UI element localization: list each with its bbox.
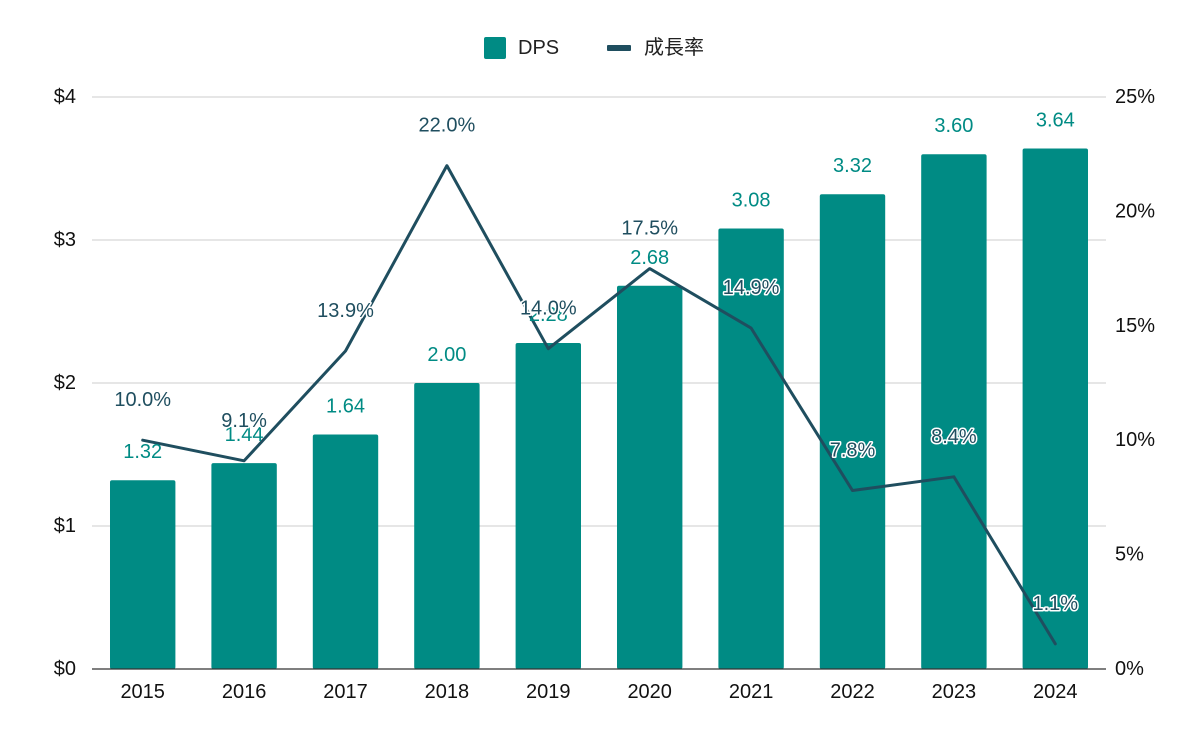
y-left-tick-label: $1 — [54, 515, 76, 537]
line-value-label: 7.8% — [830, 440, 876, 462]
bar — [616, 285, 683, 669]
line-value-label: 22.0% — [419, 115, 476, 137]
line-value-label: 13.9% — [317, 300, 374, 322]
y-left-tick-label: $3 — [54, 229, 76, 251]
x-tick-label: 2024 — [1033, 681, 1078, 703]
bar-value-label: 1.32 — [123, 441, 162, 463]
bar-value-label: 2.68 — [630, 247, 669, 269]
x-tick-label: 2015 — [120, 681, 165, 703]
x-tick-label: 2017 — [323, 681, 368, 703]
line-value-label: 14.0% — [520, 298, 577, 320]
y-left-tick-label: $4 — [54, 86, 76, 108]
legend-label-dps: DPS — [518, 37, 559, 59]
x-tick-label: 2021 — [729, 681, 774, 703]
line-value-label: 9.1% — [221, 410, 267, 432]
line-value-label: 8.4% — [931, 426, 977, 448]
line-value-label: 1.1% — [1033, 593, 1079, 615]
axes: $0 $1 $2 $3 $4 0% 5% 10% 15% 20% 25% 2015 2016 2017 20… — [54, 86, 1155, 703]
line-value-label: 10.0% — [114, 389, 171, 411]
bars — [109, 148, 1089, 670]
growth-line-layer — [141, 164, 1057, 646]
x-tick-label: 2023 — [932, 681, 977, 703]
data-labels: 1.32 1.44 1.64 2.00 2.28 2.68 3.08 3.32 3.60 3.64… — [113, 109, 1080, 616]
bar — [312, 434, 379, 669]
bar — [515, 342, 582, 669]
legend-swatch-dps — [484, 37, 506, 59]
bar — [109, 480, 176, 669]
y-right-tick-label: 15% — [1115, 315, 1155, 337]
line-value-label: 17.5% — [621, 218, 678, 240]
bar-value-label: 1.64 — [326, 395, 365, 417]
y-left-tick-label: $0 — [54, 658, 76, 680]
y-right-tick-label: 0% — [1115, 658, 1144, 680]
bar — [718, 228, 784, 669]
x-tick-label: 2018 — [425, 681, 470, 703]
bar-value-label: 3.32 — [833, 155, 872, 177]
growth-rate-line — [141, 164, 1057, 646]
x-tick-label: 2022 — [830, 681, 875, 703]
bar-value-label: 1.44 — [225, 424, 264, 446]
bar-value-label: 2.28 — [529, 304, 568, 326]
y-right-tick-label: 20% — [1115, 200, 1155, 222]
bar — [211, 463, 277, 669]
bar-value-label: 2.00 — [427, 344, 466, 366]
bar — [1022, 148, 1089, 670]
legend-swatch-growth — [607, 45, 631, 51]
legend-label-growth: 成長率 — [644, 36, 704, 59]
bar — [921, 154, 987, 669]
y-right-tick-label: 5% — [1115, 544, 1144, 566]
bar-value-label: 3.60 — [934, 115, 973, 137]
x-tick-label: 2016 — [222, 681, 267, 703]
x-tick-label: 2020 — [627, 681, 672, 703]
y-right-tick-label: 25% — [1115, 86, 1155, 108]
bar-value-label: 3.08 — [732, 190, 771, 212]
bar-value-label: 3.64 — [1036, 109, 1075, 131]
bar — [414, 383, 480, 669]
x-tick-label: 2019 — [526, 681, 571, 703]
y-left-tick-label: $2 — [54, 372, 76, 394]
bar — [819, 194, 886, 670]
y-right-tick-label: 10% — [1115, 429, 1155, 451]
legend: DPS 成長率 — [484, 36, 704, 59]
line-value-label: 14.9% — [723, 277, 780, 299]
